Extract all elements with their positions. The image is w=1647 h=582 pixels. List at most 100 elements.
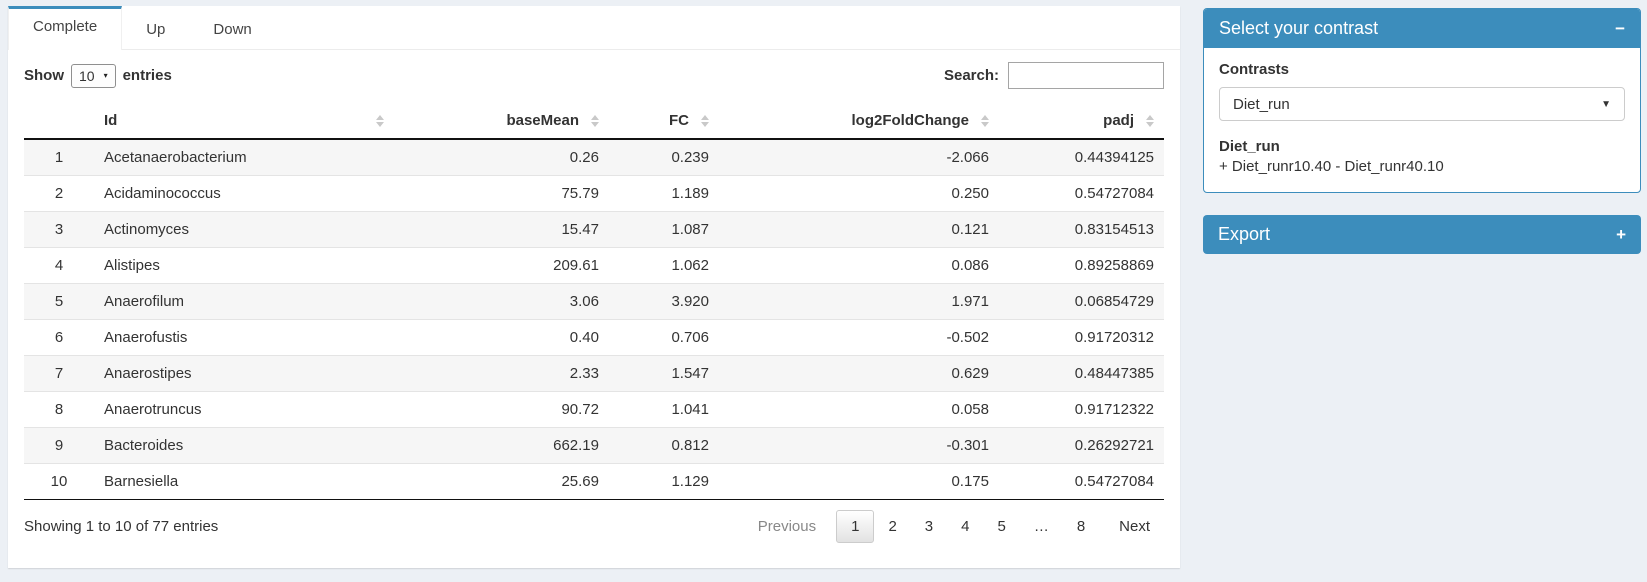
column-header-fc[interactable]: FC xyxy=(609,102,719,140)
pagination-page-8[interactable]: 8 xyxy=(1076,518,1086,535)
pagination-next[interactable]: Next xyxy=(1119,518,1150,535)
table-row[interactable]: 7 Anaerostipes 2.33 1.547 0.629 0.484473… xyxy=(24,355,1164,392)
contrast-panel: Select your contrast − Contrasts Diet_ru… xyxy=(1203,8,1641,193)
row-index: 8 xyxy=(24,391,94,428)
cell-log2foldchange: -0.502 xyxy=(719,319,999,356)
contrasts-label: Contrasts xyxy=(1219,61,1290,78)
row-index: 4 xyxy=(24,247,94,284)
row-index: 1 xyxy=(24,139,94,176)
cell-padj: 0.83154513 xyxy=(999,211,1164,248)
table-header-row: Id baseMean FC xyxy=(24,102,1164,140)
cell-id: Acetanaerobacterium xyxy=(94,139,394,176)
tab-bar: Complete Up Down xyxy=(8,6,1180,50)
cell-id: Barnesiella xyxy=(94,463,394,500)
pagination-page-1[interactable]: 1 xyxy=(836,510,875,543)
column-label: padj xyxy=(1103,112,1134,129)
sort-icon xyxy=(701,114,709,127)
cell-basemean: 0.26 xyxy=(394,139,609,176)
pagination-page-4[interactable]: 4 xyxy=(961,518,970,535)
row-index: 7 xyxy=(24,355,94,392)
sort-icon xyxy=(981,114,989,127)
cell-basemean: 15.47 xyxy=(394,211,609,248)
cell-padj: 0.91720312 xyxy=(999,319,1164,356)
row-index: 5 xyxy=(24,283,94,320)
tab-down[interactable]: Down xyxy=(213,21,252,38)
contrast-select-value: Diet_run xyxy=(1233,95,1290,113)
column-label: baseMean xyxy=(506,112,579,129)
table-body: 1 Acetanaerobacterium 0.26 0.239 -2.066 … xyxy=(24,139,1164,500)
showing-info: Showing 1 to 10 of 77 entries xyxy=(24,518,219,535)
table-row[interactable]: 4 Alistipes 209.61 1.062 0.086 0.8925886… xyxy=(24,247,1164,284)
cell-fc: 0.706 xyxy=(609,319,719,356)
entries-label: entries xyxy=(122,67,172,84)
pagination-previous[interactable]: Previous xyxy=(757,518,817,535)
caret-down-icon: ▼ xyxy=(1601,98,1611,110)
tab-complete[interactable]: Complete xyxy=(8,6,123,50)
sort-icon xyxy=(1146,114,1154,127)
cell-basemean: 3.06 xyxy=(394,283,609,320)
cell-id: Anaerofustis xyxy=(94,319,394,356)
cell-padj: 0.26292721 xyxy=(999,427,1164,464)
contrast-panel-body: Contrasts Diet_run ▼ Diet_run + Diet_run… xyxy=(1204,48,1640,192)
column-label: Id xyxy=(104,112,118,129)
pagination-page-2[interactable]: 2 xyxy=(888,518,897,535)
table-row[interactable]: 2 Acidaminococcus 75.79 1.189 0.250 0.54… xyxy=(24,175,1164,212)
show-label: Show xyxy=(24,67,64,84)
table-row[interactable]: 5 Anaerofilum 3.06 3.920 1.971 0.0685472… xyxy=(24,283,1164,320)
cell-log2foldchange: 0.121 xyxy=(719,211,999,248)
contrast-select[interactable]: Diet_run ▼ xyxy=(1219,87,1625,121)
page-length-value: 10 xyxy=(79,67,95,84)
cell-padj: 0.48447385 xyxy=(999,355,1164,392)
column-label: FC xyxy=(669,112,689,129)
table-row[interactable]: 1 Acetanaerobacterium 0.26 0.239 -2.066 … xyxy=(24,139,1164,176)
cell-id: Anaerofilum xyxy=(94,283,394,320)
cell-fc: 3.920 xyxy=(609,283,719,320)
search-control: Search: xyxy=(944,62,1164,89)
page-length-select[interactable]: 10 ▾ xyxy=(71,63,116,88)
column-header-index xyxy=(24,102,94,140)
cell-fc: 1.129 xyxy=(609,463,719,500)
pagination-pages: 1 2 3 4 5 … 8 xyxy=(836,510,1099,543)
contrast-description: + Diet_runr10.40 - Diet_runr40.10 xyxy=(1219,158,1444,175)
collapse-minus-icon[interactable]: − xyxy=(1615,19,1625,38)
cell-id: Bacteroides xyxy=(94,427,394,464)
cell-log2foldchange: 0.629 xyxy=(719,355,999,392)
cell-basemean: 662.19 xyxy=(394,427,609,464)
table-row[interactable]: 8 Anaerotruncus 90.72 1.041 0.058 0.9171… xyxy=(24,391,1164,428)
row-index: 9 xyxy=(24,427,94,464)
column-header-id[interactable]: Id xyxy=(94,102,394,140)
table-row[interactable]: 9 Bacteroides 662.19 0.812 -0.301 0.2629… xyxy=(24,427,1164,464)
cell-id: Anaerotruncus xyxy=(94,391,394,428)
cell-fc: 1.062 xyxy=(609,247,719,284)
search-input[interactable] xyxy=(1008,62,1164,89)
table-row[interactable]: 3 Actinomyces 15.47 1.087 0.121 0.831545… xyxy=(24,211,1164,248)
expand-plus-icon[interactable]: + xyxy=(1616,225,1626,244)
search-label: Search: xyxy=(943,67,999,84)
table-row[interactable]: 6 Anaerofustis 0.40 0.706 -0.502 0.91720… xyxy=(24,319,1164,356)
sort-icon xyxy=(376,114,384,127)
pagination: Previous 1 2 3 4 5 … 8 Next xyxy=(744,510,1164,543)
cell-basemean: 0.40 xyxy=(394,319,609,356)
pagination-page-3[interactable]: 3 xyxy=(924,518,934,535)
table-section: Show 10 ▾ entries Search: Id xyxy=(8,50,1180,543)
column-header-log2foldchange[interactable]: log2FoldChange xyxy=(719,102,999,140)
pagination-page-5[interactable]: 5 xyxy=(997,518,1006,535)
cell-padj: 0.91712322 xyxy=(999,391,1164,428)
cell-fc: 1.041 xyxy=(609,391,719,428)
cell-log2foldchange: 0.058 xyxy=(719,391,999,428)
table-footer: Showing 1 to 10 of 77 entries Previous 1… xyxy=(24,510,1164,543)
column-header-padj[interactable]: padj xyxy=(999,102,1164,140)
cell-padj: 0.54727084 xyxy=(999,175,1164,212)
results-table: Id baseMean FC xyxy=(24,102,1164,500)
show-entries: Show 10 ▾ entries xyxy=(24,63,172,88)
cell-fc: 1.087 xyxy=(609,211,719,248)
cell-id: Anaerostipes xyxy=(94,355,394,392)
cell-fc: 0.239 xyxy=(609,139,719,176)
export-panel-header[interactable]: Export + xyxy=(1203,215,1641,254)
cell-log2foldchange: -2.066 xyxy=(719,139,999,176)
export-panel-title: Export xyxy=(1218,224,1271,244)
table-row[interactable]: 10 Barnesiella 25.69 1.129 0.175 0.54727… xyxy=(24,463,1164,500)
column-header-basemean[interactable]: baseMean xyxy=(394,102,609,140)
tab-up[interactable]: Up xyxy=(146,21,166,38)
contrast-panel-header[interactable]: Select your contrast − xyxy=(1204,9,1640,48)
